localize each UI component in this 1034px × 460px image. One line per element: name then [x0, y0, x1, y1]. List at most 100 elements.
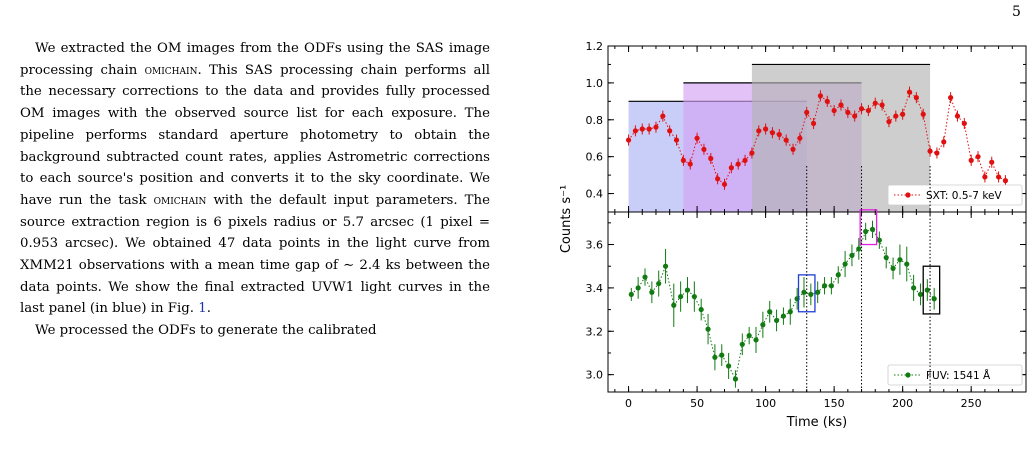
bottom-y-tick-label: 3.6 — [586, 239, 604, 252]
bottom-panel-frame — [607, 211, 1027, 393]
bottom-data-point — [684, 287, 691, 293]
bottom-data-point — [917, 291, 924, 298]
bottom-data-point — [876, 237, 882, 243]
bottom-data-point — [897, 257, 903, 263]
top-data-point — [879, 102, 885, 108]
top-data-point — [749, 150, 755, 156]
bottom-data-point — [863, 228, 869, 235]
top-data-point — [961, 120, 967, 127]
bottom-data-point — [691, 293, 697, 300]
bottom-data-point — [739, 341, 745, 347]
bottom-data-point — [732, 376, 739, 382]
bottom-data-point — [671, 302, 677, 308]
bottom-data-point — [719, 352, 725, 358]
top-data-point — [845, 109, 851, 115]
top-legend-box — [887, 184, 1023, 206]
x-tick-label: 250 — [961, 397, 982, 410]
bottom-data-point — [628, 291, 634, 298]
bottom-data-point — [808, 291, 814, 298]
bottom-data-point — [787, 309, 793, 315]
top-data-point — [824, 98, 830, 104]
top-data-point — [680, 157, 686, 163]
top-y-tick-label: 1.0 — [586, 77, 604, 90]
top-data-point — [632, 128, 639, 134]
top-data-point — [927, 148, 933, 154]
bottom-y-tick-label: 3.0 — [586, 369, 604, 382]
bottom-data-point — [883, 254, 889, 261]
bottom-data-point — [835, 272, 841, 278]
top-data-point — [982, 174, 988, 180]
top-data-point — [831, 107, 837, 114]
bottom-data-point — [801, 289, 807, 295]
top-data-point — [790, 146, 796, 152]
top-data-point — [865, 107, 871, 114]
top-data-point — [852, 113, 858, 119]
bottom-data-point — [821, 283, 828, 289]
top-data-point — [975, 154, 981, 160]
bottom-data-point — [656, 280, 662, 287]
top-data-point — [708, 155, 714, 162]
highlight-box — [859, 209, 878, 246]
bottom-data-point — [649, 289, 655, 295]
top-data-point — [667, 128, 673, 134]
figure-reference-link[interactable]: 1 — [198, 301, 207, 317]
page-number: 5 — [1012, 4, 1021, 20]
bottom-legend-box — [887, 364, 1023, 386]
top-data-point — [872, 100, 878, 106]
bottom-data-point — [828, 283, 834, 289]
top-data-point — [968, 157, 974, 163]
top-y-tick-label: 1.2 — [586, 40, 604, 53]
top-legend-label: SXT: 0.5-7 keV — [926, 190, 1002, 202]
text-run: . This SAS processing chain performs all… — [20, 62, 490, 208]
top-data-point — [934, 150, 940, 156]
top-data-point — [941, 139, 947, 145]
top-data-point — [660, 113, 666, 119]
bottom-data-point — [726, 363, 732, 369]
top-data-point — [989, 159, 995, 165]
bottom-data-point — [773, 317, 780, 324]
bottom-data-point — [642, 274, 648, 280]
bottom-data-point — [815, 289, 821, 295]
top-data-point — [646, 126, 652, 132]
bottom-data-point — [767, 309, 773, 315]
top-data-point — [735, 161, 741, 167]
top-data-point — [954, 113, 961, 119]
bottom-data-point — [904, 261, 910, 267]
x-tick-label: 200 — [892, 397, 913, 410]
top-data-point — [701, 146, 707, 152]
bottom-legend-label: FUV: 1541 Å — [926, 369, 991, 382]
bottom-data-point — [849, 252, 855, 258]
bottom-data-point — [890, 265, 896, 271]
top-data-point — [804, 109, 810, 115]
top-data-point — [769, 130, 776, 136]
top-data-point — [920, 111, 926, 117]
top-data-point — [763, 126, 769, 132]
top-data-point — [728, 165, 734, 171]
top-data-point — [715, 176, 721, 182]
bottom-data-point — [662, 263, 669, 269]
text-run: We extracted the OM images from the ODFs… — [20, 41, 490, 78]
bottom-data-point — [842, 261, 848, 267]
bottom-legend-marker — [905, 372, 911, 378]
bottom-data-point — [760, 322, 766, 328]
top-data-point — [653, 124, 659, 130]
x-tick-label: 0 — [625, 397, 632, 410]
text-run: with the default input parameters. The s… — [20, 192, 490, 317]
bottom-data-point — [635, 285, 641, 291]
top-data-point — [625, 137, 632, 143]
bottom-data-point — [924, 287, 930, 293]
task-name: omichain — [153, 192, 207, 208]
top-data-point — [893, 113, 899, 119]
highlight-box — [922, 265, 941, 315]
bottom-data-point — [931, 296, 937, 302]
top-legend-marker — [905, 192, 911, 198]
top-data-point — [673, 137, 680, 143]
light-curve-figure: Counts s⁻¹ Time (ks) 0.4 0.6 0.8 1.0 1.2 SXT:… — [559, 40, 1027, 430]
x-tick-label: 100 — [755, 397, 776, 410]
top-data-point — [838, 102, 844, 108]
top-data-point — [721, 181, 728, 187]
top-data-point — [694, 135, 700, 141]
top-data-point — [1002, 178, 1009, 184]
task-name: omichain — [144, 62, 198, 78]
top-data-point — [995, 174, 1002, 180]
